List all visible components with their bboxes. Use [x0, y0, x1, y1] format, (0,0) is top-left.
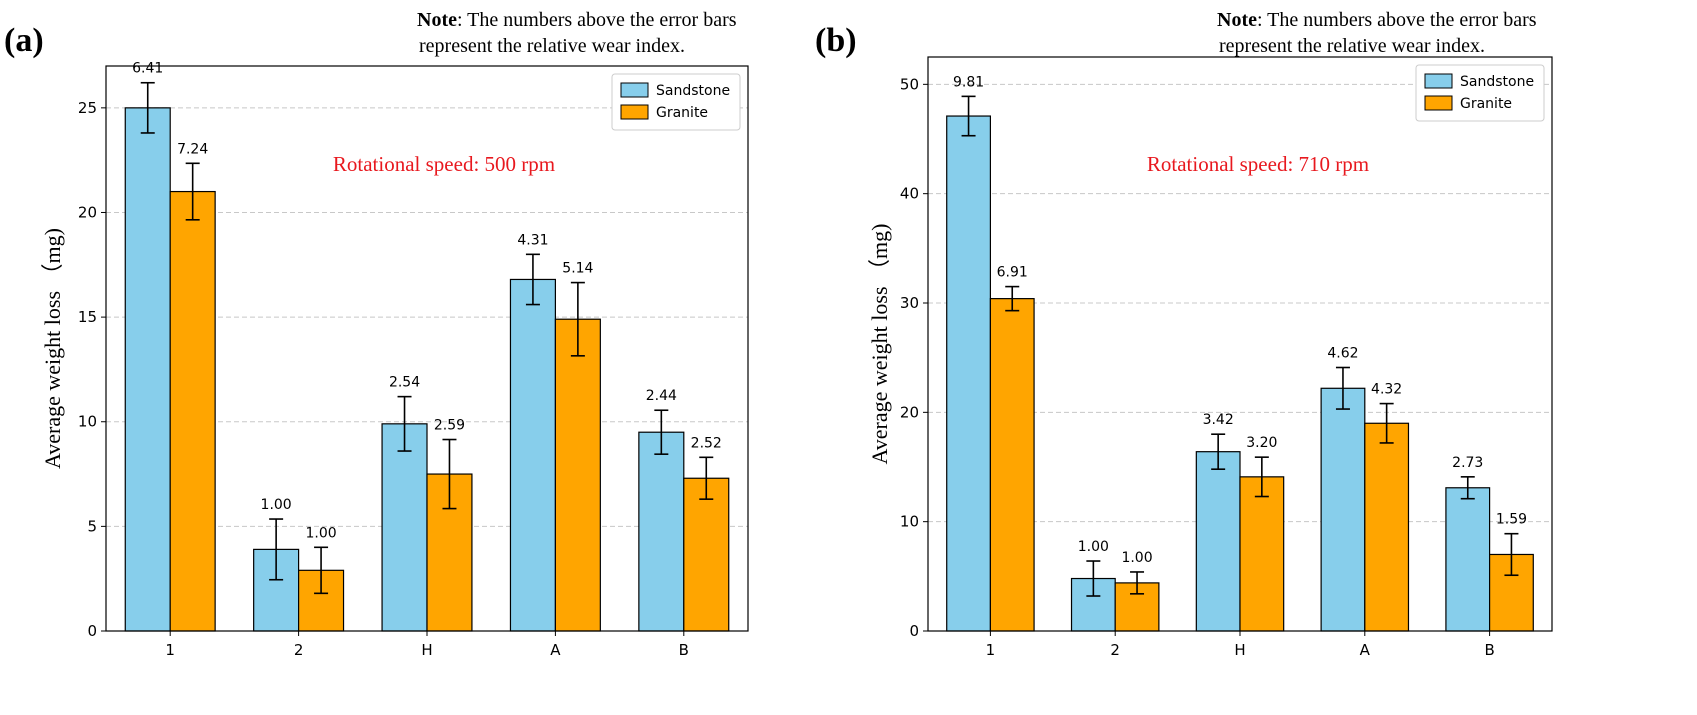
note-line-1: : The numbers above the error bars — [456, 9, 737, 31]
sandstone-bar — [381, 423, 428, 632]
granite-bar — [1239, 476, 1285, 632]
legend-label: Sandstone — [1460, 74, 1534, 90]
wear-index-label: 2.44 — [646, 388, 677, 404]
note-bold: Note — [417, 9, 457, 31]
y-tick-label: 10 — [78, 413, 97, 431]
x-tick-label: 1 — [165, 641, 175, 659]
sandstone-bar — [946, 115, 992, 632]
panel-a: (a) Note: The numbers above the error ba… — [0, 0, 815, 715]
wear-index-label: 2.54 — [389, 375, 420, 391]
granite-bar — [1364, 422, 1410, 632]
y-tick-label: 5 — [87, 517, 97, 535]
note-line-1: : The numbers above the error bars — [1256, 9, 1537, 31]
granite-bar — [683, 477, 730, 632]
note-bold: Note — [1217, 9, 1257, 31]
wear-index-label: 1.00 — [261, 497, 292, 513]
y-tick-label: 15 — [78, 308, 97, 326]
note-line-2: represent the relative wear index. — [419, 35, 685, 57]
sandstone-legend-swatch — [620, 82, 649, 98]
granite-bar — [169, 190, 216, 632]
y-tick-label: 40 — [900, 185, 919, 203]
legend-label: Granite — [656, 105, 708, 121]
granite-bar — [989, 298, 1035, 632]
rotational-speed-annotation: Rotational speed: 500 rpm — [333, 152, 555, 176]
wear-index-label: 4.32 — [1371, 382, 1402, 398]
y-tick-label: 30 — [900, 294, 919, 312]
wear-index-label: 4.31 — [517, 232, 548, 248]
x-tick-label: B — [1484, 641, 1494, 659]
wear-index-label: 9.81 — [953, 74, 984, 90]
y-tick-label: 10 — [900, 513, 919, 531]
granite-legend-swatch — [1424, 95, 1453, 111]
wear-index-label: 5.14 — [562, 261, 593, 277]
wear-index-label: 3.20 — [1246, 435, 1277, 451]
sandstone-legend-swatch — [1424, 73, 1453, 89]
panel-label: (b) — [815, 22, 857, 59]
sandstone-bar — [638, 431, 685, 632]
x-tick-label: 2 — [294, 641, 304, 659]
wear-index-label: 1.00 — [1078, 539, 1109, 555]
granite-bar — [554, 318, 601, 632]
note: Note: The numbers above the error bars r… — [417, 7, 737, 59]
sandstone-bar — [1195, 451, 1241, 632]
y-tick-label: 50 — [900, 75, 919, 93]
x-tick-label: 2 — [1110, 641, 1120, 659]
wear-index-label: 2.52 — [691, 435, 722, 451]
y-axis-label: Average weight loss （mg) — [40, 228, 65, 469]
panel-label: (a) — [4, 22, 44, 59]
y-tick-label: 25 — [78, 99, 97, 117]
x-tick-label: B — [679, 641, 689, 659]
legend-label: Sandstone — [656, 83, 730, 99]
chart-a: 6.41 1.00 2.54 4.31 2.44 7.24 1.00 2.59 5.14 2.52… — [40, 61, 749, 659]
panel-b: (b) Note: The numbers above the error ba… — [815, 0, 1697, 715]
granite-legend-swatch — [620, 104, 649, 120]
wear-index-label: 2.73 — [1452, 455, 1483, 471]
y-tick-label: 0 — [909, 622, 919, 640]
wear-index-label: 1.00 — [305, 525, 336, 541]
chart-b: 9.81 1.00 3.42 4.62 2.73 6.91 1.00 3.20 4.32 1.59… — [867, 56, 1553, 659]
wear-index-label: 6.41 — [132, 61, 163, 77]
y-tick-label: 20 — [900, 403, 919, 421]
wear-index-label: 1.59 — [1496, 512, 1527, 528]
wear-index-label: 6.91 — [997, 265, 1028, 281]
sandstone-bar — [1445, 487, 1491, 632]
rotational-speed-annotation: Rotational speed: 710 rpm — [1147, 152, 1369, 176]
sandstone-bar — [124, 107, 171, 632]
y-tick-label: 0 — [87, 622, 97, 640]
x-tick-label: H — [1234, 641, 1245, 659]
wear-index-label: 3.42 — [1203, 412, 1234, 428]
legend-label: Granite — [1460, 96, 1512, 112]
x-tick-label: 1 — [986, 641, 996, 659]
x-tick-label: A — [550, 641, 561, 659]
note: Note: The numbers above the error bars r… — [1217, 7, 1537, 59]
wear-index-label: 7.24 — [177, 141, 208, 157]
wear-index-label: 1.00 — [1121, 550, 1152, 566]
y-tick-label: 20 — [78, 203, 97, 221]
x-tick-label: A — [1360, 641, 1371, 659]
y-axis-label: Average weight loss （mg) — [867, 224, 892, 465]
wear-index-label: 2.59 — [434, 418, 465, 434]
sandstone-bar — [509, 278, 556, 632]
x-tick-label: H — [421, 641, 432, 659]
note-line-2: represent the relative wear index. — [1219, 35, 1485, 57]
sandstone-bar — [1320, 387, 1366, 632]
wear-index-label: 4.62 — [1327, 346, 1358, 362]
